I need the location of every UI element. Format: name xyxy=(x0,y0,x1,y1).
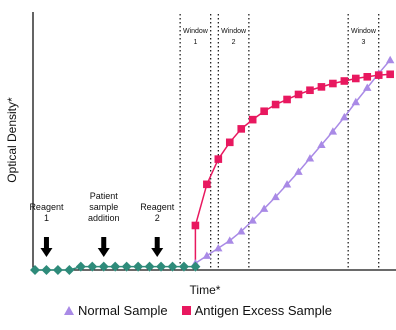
legend-label-normal: Normal Sample xyxy=(78,303,168,318)
window-2-label: Window xyxy=(221,28,247,35)
y-axis-title: Optical Density* xyxy=(5,97,19,183)
series-2-point-6 xyxy=(248,115,257,124)
annotation-1-arrow-shaft xyxy=(43,237,49,249)
series-2-point-12 xyxy=(317,83,326,91)
series-2-point-7 xyxy=(260,107,268,116)
series-1-point-16 xyxy=(363,83,372,91)
baseline-point-6 xyxy=(87,261,98,272)
series-2-point-10 xyxy=(294,90,303,99)
series-2-point-1 xyxy=(191,221,200,230)
series-1-point-11 xyxy=(305,154,315,162)
baseline-point-3 xyxy=(52,265,63,275)
annotation-1-line-1: Reagent xyxy=(29,202,64,212)
annotation-2-arrow-head xyxy=(97,248,110,257)
annotation-2-line-3: addition xyxy=(88,213,120,223)
baseline-point-1 xyxy=(30,265,40,275)
series-2-point-2 xyxy=(203,180,211,189)
window-1-label: Window xyxy=(183,28,209,35)
x-axis-title: Time* xyxy=(190,283,221,297)
legend: Normal Sample Antigen Excess Sample xyxy=(0,303,396,318)
series-1-point-4 xyxy=(225,236,234,244)
series-2-point-11 xyxy=(306,86,314,95)
window-3-label: Window xyxy=(351,28,377,35)
series-2-line xyxy=(194,73,391,267)
series-2-point-13 xyxy=(329,79,337,88)
series-2-point-3 xyxy=(214,155,223,163)
baseline-point-2 xyxy=(41,265,52,275)
square-marker-icon xyxy=(181,306,191,315)
series-2-point-17 xyxy=(374,71,383,79)
annotation-3-line-1: Reagent xyxy=(140,202,175,212)
series-1-point-14 xyxy=(340,112,349,121)
series-2-point-15 xyxy=(352,74,360,83)
series-1-point-6 xyxy=(248,216,257,224)
baseline-point-15 xyxy=(190,261,201,272)
window-3-number: 3 xyxy=(361,39,365,46)
annotation-2-line-1: Patient xyxy=(90,191,119,201)
series-1-point-5 xyxy=(237,227,246,235)
annotation-3-arrow-head xyxy=(151,248,164,257)
series-2-point-8 xyxy=(271,100,280,109)
baseline-point-4 xyxy=(64,265,75,275)
series-1-point-8 xyxy=(271,192,280,201)
series-1-line xyxy=(194,59,391,267)
baseline-point-9 xyxy=(121,261,132,272)
baseline-point-11 xyxy=(144,261,155,272)
window-1-number: 1 xyxy=(193,39,197,46)
series-2-point-4 xyxy=(225,138,234,147)
baseline-point-14 xyxy=(178,261,189,272)
annotation-1-line-2: 1 xyxy=(44,213,49,223)
baseline-point-10 xyxy=(133,261,144,272)
series-2-point-18 xyxy=(386,70,394,79)
legend-item-antigen-excess: Antigen Excess Sample xyxy=(181,303,332,318)
baseline-point-7 xyxy=(98,261,109,272)
annotation-2-line-2: sample xyxy=(89,202,118,212)
baseline-point-5 xyxy=(75,261,86,272)
series-2-point-5 xyxy=(237,125,246,133)
annotation-2-arrow-shaft xyxy=(101,237,107,249)
triangle-marker-icon xyxy=(64,306,75,315)
window-2-number: 2 xyxy=(232,39,236,46)
series-1-point-12 xyxy=(317,140,326,149)
series-2-point-16 xyxy=(363,73,372,81)
series-1-point-3 xyxy=(214,243,223,252)
baseline-point-12 xyxy=(156,261,167,272)
annotation-1-arrow-head xyxy=(40,248,53,257)
series-1-point-10 xyxy=(294,167,303,175)
annotation-3-arrow-shaft xyxy=(154,237,160,249)
annotation-3-line-2: 2 xyxy=(155,213,160,223)
series-2-point-14 xyxy=(340,77,349,85)
series-1-point-9 xyxy=(282,180,292,188)
baseline-point-13 xyxy=(167,261,178,272)
legend-label-antigen-excess: Antigen Excess Sample xyxy=(194,303,332,318)
baseline-point-8 xyxy=(110,261,121,272)
series-1-point-15 xyxy=(351,97,361,106)
series-2-point-9 xyxy=(283,95,291,104)
series-1-point-13 xyxy=(328,127,338,135)
series-1-point-7 xyxy=(259,204,269,212)
series-1-point-2 xyxy=(202,251,212,259)
series-1-point-18 xyxy=(385,55,395,64)
legend-item-normal: Normal Sample xyxy=(64,303,168,318)
